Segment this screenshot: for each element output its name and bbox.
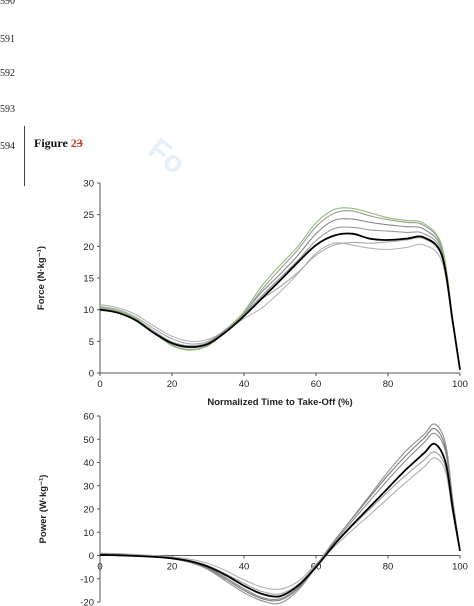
force-series-line-3 (99, 218, 461, 370)
force-x-tick-label: 40 (239, 379, 250, 390)
force-y-tick-label: 15 (83, 274, 94, 285)
power-series-line-1 (99, 423, 461, 605)
power-y-axis-title: Power (W·kg⁻¹) (38, 475, 49, 544)
power-y-tick-label: 0 (89, 551, 94, 562)
power-y-tick-label: 20 (83, 505, 94, 516)
force-series-line-0 (99, 232, 461, 370)
force-y-tick-label: 30 (83, 179, 94, 190)
power-y-tick-label: -20 (80, 598, 94, 606)
force-y-tick-label: 20 (83, 242, 94, 253)
force-series-line-5 (99, 237, 461, 370)
force-series-line-2 (99, 210, 461, 370)
force-x-tick-label: 80 (383, 379, 394, 390)
force-y-tick-label: 0 (89, 369, 94, 380)
power-y-tick-label: 30 (83, 481, 94, 492)
line-number-592: 592 (0, 68, 15, 79)
force-x-tick-label: 100 (452, 379, 468, 390)
force-y-tick-label: 25 (83, 210, 94, 221)
power-y-tick-label: 50 (83, 435, 94, 446)
force-x-axis-title: Normalized Time to Take-Off (%) (207, 397, 352, 408)
power-x-tick-label: 40 (239, 562, 250, 573)
power-x-tick-label: 80 (383, 562, 394, 573)
line-number-594: 594 (0, 141, 15, 152)
power-series-line-0 (99, 442, 461, 598)
force-series-line-4 (99, 226, 461, 370)
power-x-tick-label: 100 (452, 562, 468, 573)
force-y-tick-label: 5 (89, 337, 94, 348)
force-series-line-6 (99, 242, 461, 370)
power-y-tick-label: 10 (83, 528, 94, 539)
change-bar (24, 126, 25, 186)
force-series-line-1 (99, 207, 461, 370)
power-series-line-2 (99, 427, 461, 602)
force-y-axis-title: Force (N·kg⁻¹) (36, 246, 47, 310)
figure-label-text: Figure (34, 136, 71, 150)
power-series-line-5 (99, 457, 461, 591)
figure-number-new: 3 (76, 136, 83, 150)
power-series-line-3 (99, 432, 461, 601)
power-x-tick-label: 0 (97, 562, 102, 573)
line-number-593: 593 (0, 104, 15, 115)
force-x-tick-label: 20 (167, 379, 178, 390)
power-x-tick-label: 20 (167, 562, 178, 573)
line-number-590: 590 (0, 0, 15, 7)
power-y-tick-label: 60 (83, 412, 94, 423)
power-y-tick-label: -10 (80, 574, 94, 585)
force-chart: 0 5 10 15 20 25 30 0 20 40 60 80 100 Normalized Time … (36, 179, 468, 409)
figure-number-old: 2 (70, 136, 77, 150)
power-y-tick-label: 40 (83, 458, 94, 469)
line-number-591: 591 (0, 34, 15, 45)
force-x-tick-label: 0 (97, 379, 102, 390)
force-y-tick-label: 10 (83, 305, 94, 316)
force-x-tick-label: 60 (311, 379, 322, 390)
figure-label: Figure 23 (34, 136, 83, 151)
power-series-line-4 (99, 451, 461, 595)
